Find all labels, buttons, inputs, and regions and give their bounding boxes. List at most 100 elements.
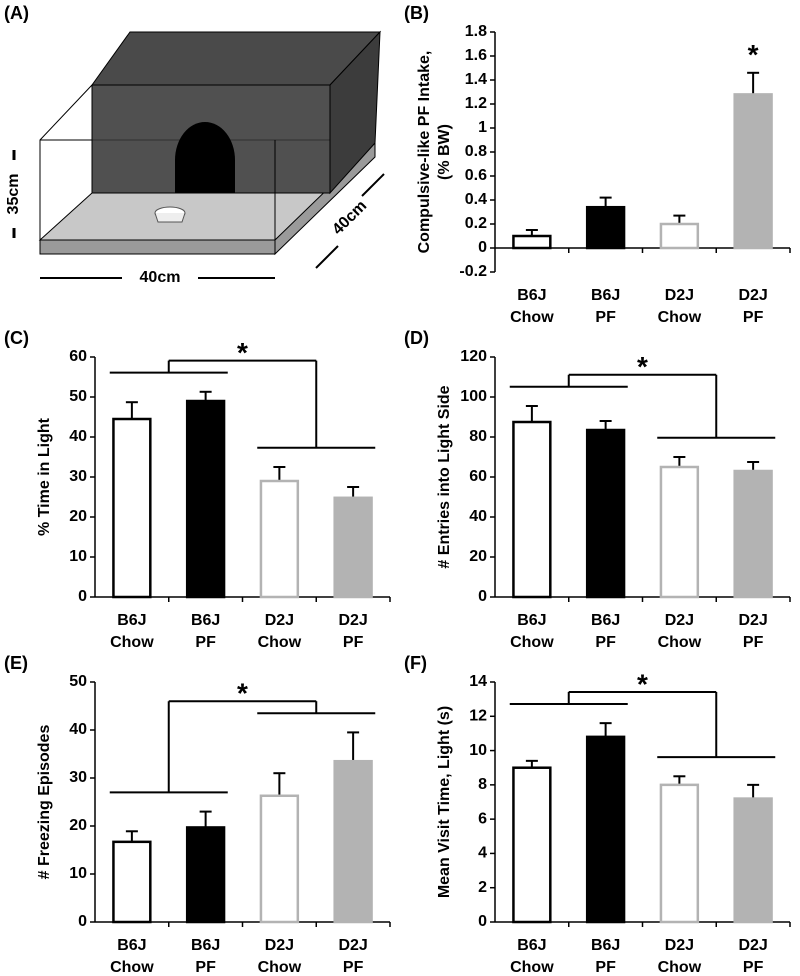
x-tick-label: B6J (117, 937, 146, 954)
x-tick-label: D2J (338, 937, 367, 954)
y-tick-label: 1.6 (465, 47, 487, 64)
bar (733, 797, 773, 924)
chart-panel: (C) % Time in Light 0 10 20 30 40 50 60 B6J Chow B6… (4, 328, 391, 651)
y-tick-label: 0.2 (465, 215, 487, 232)
bar (585, 428, 626, 599)
y-axis-label: (% BW) (436, 124, 453, 180)
x-tick-label: PF (343, 959, 364, 976)
dark-top (91, 31, 382, 86)
y-axis-label: % Time in Light (36, 417, 53, 536)
y-tick-label: 20 (469, 548, 487, 565)
x-tick-label: PF (743, 959, 764, 976)
chart-panel: (D) # Entries into Light Side 0 20 40 60 80 100… (404, 328, 791, 651)
bar (585, 205, 626, 250)
y-tick-label: 1.8 (465, 23, 487, 40)
x-tick-label: PF (343, 634, 364, 651)
x-tick-label: B6J (591, 937, 620, 954)
x-tick-label: D2J (665, 287, 694, 304)
x-tick-label: Chow (658, 309, 702, 326)
x-tick-label: Chow (658, 959, 702, 976)
door (175, 122, 235, 193)
y-tick-label: 1 (478, 119, 487, 136)
significance: * (637, 351, 648, 382)
y-tick-label: 0.6 (465, 167, 487, 184)
bar (512, 234, 552, 250)
y-tick-label: 10 (69, 548, 87, 565)
x-tick-label: B6J (517, 612, 546, 629)
y-tick-label: 2 (478, 879, 487, 896)
y-tick-label: 0.4 (465, 191, 487, 208)
y-tick-label: 80 (469, 428, 487, 445)
chart-panel: (F) Mean Visit Time, Light (s) 0 2 4 6 8 10 12 14… (404, 653, 791, 976)
x-tick-label: PF (595, 309, 616, 326)
apparatus-diagram: (A) 35cm 40cm 40cm (4, 3, 385, 286)
x-tick-label: B6J (191, 612, 220, 629)
chart-panel: (B) Compulsive-like PF Intake, (% BW) -0.2 0… (404, 3, 791, 326)
x-tick-label: D2J (265, 612, 294, 629)
y-axis-label: Mean Visit Time, Light (s) (436, 706, 453, 898)
y-tick-label: 0 (478, 588, 487, 605)
y-tick-label: 14 (469, 673, 487, 690)
x-tick-label: PF (595, 634, 616, 651)
x-tick-label: D2J (738, 287, 767, 304)
significance: * (237, 337, 248, 368)
panel-label: (E) (4, 653, 28, 673)
y-axis-label: Compulsive-like PF Intake, (416, 51, 433, 254)
y-tick-label: 0.8 (465, 143, 487, 160)
dim-line (315, 245, 339, 269)
y-tick-label: 120 (460, 348, 487, 365)
panel-label: (A) (4, 3, 29, 23)
y-tick-label: -0.2 (459, 263, 487, 280)
y-tick-label: 40 (69, 428, 87, 445)
x-tick-label: Chow (658, 634, 702, 651)
significance: * (748, 39, 759, 70)
y-tick-label: 4 (478, 845, 487, 862)
bar (112, 417, 152, 599)
x-tick-label: PF (195, 634, 216, 651)
y-tick-label: 0 (478, 239, 487, 256)
y-axis-label: # Freezing Episodes (36, 725, 53, 880)
y-tick-label: 0 (78, 913, 87, 930)
chart-panel: (E) # Freezing Episodes 0 10 20 30 40 50 B6J Chow… (4, 653, 391, 976)
x-tick-label: B6J (517, 287, 546, 304)
y-tick-label: 30 (69, 468, 87, 485)
x-tick-label: PF (743, 309, 764, 326)
y-tick-label: 6 (478, 810, 487, 827)
bar (185, 826, 226, 924)
y-tick-label: 20 (69, 508, 87, 525)
panel-label: (B) (404, 3, 429, 23)
y-tick-label: 12 (469, 708, 487, 725)
bar (512, 766, 552, 924)
x-tick-label: PF (195, 959, 216, 976)
x-tick-label: Chow (110, 634, 154, 651)
x-tick-label: D2J (338, 612, 367, 629)
x-tick-label: D2J (738, 937, 767, 954)
bar (333, 759, 373, 924)
width-label: 40cm (140, 269, 181, 286)
x-tick-label: Chow (110, 959, 154, 976)
x-tick-label: D2J (738, 612, 767, 629)
panel-label: (C) (4, 328, 29, 348)
y-tick-label: 100 (460, 388, 487, 405)
bar (659, 222, 700, 250)
bar (733, 469, 773, 599)
y-tick-label: 10 (69, 865, 87, 882)
x-tick-label: Chow (510, 959, 554, 976)
y-tick-label: 50 (69, 673, 87, 690)
height-label: 35cm (5, 174, 22, 215)
bar (259, 794, 300, 924)
bar (333, 496, 373, 599)
y-tick-label: 40 (469, 508, 487, 525)
y-tick-label: 1.4 (465, 71, 487, 88)
x-tick-label: D2J (665, 937, 694, 954)
significance: * (237, 678, 248, 709)
bar (259, 479, 300, 599)
bar (659, 783, 700, 924)
bar (512, 420, 552, 599)
x-tick-label: D2J (265, 937, 294, 954)
y-tick-label: 10 (469, 742, 487, 759)
y-tick-label: 30 (69, 769, 87, 786)
panel-label: (F) (404, 653, 427, 673)
x-tick-label: B6J (191, 937, 220, 954)
